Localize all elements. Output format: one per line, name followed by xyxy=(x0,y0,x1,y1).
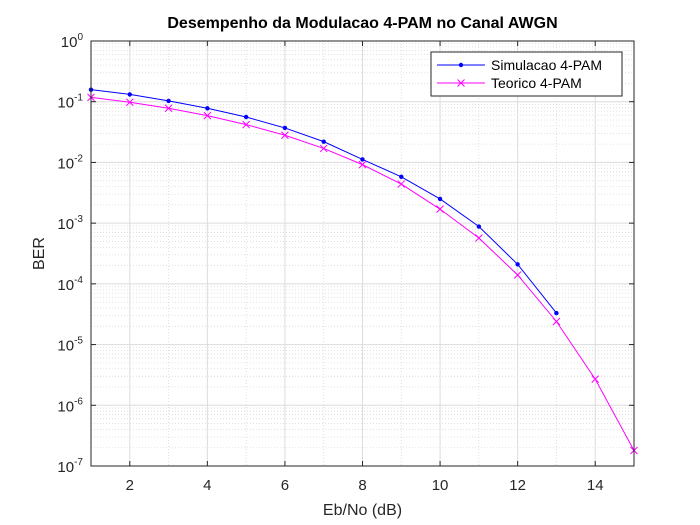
series-0 xyxy=(88,87,559,316)
y-tick-label: 10-1 xyxy=(57,93,83,112)
y-tick-label: 10-4 xyxy=(57,275,83,294)
series-lines xyxy=(87,87,638,455)
x-tick-label: 2 xyxy=(126,477,134,494)
x-tick-label: 14 xyxy=(587,477,604,494)
legend-item-0: Simulacao 4-PAM xyxy=(437,57,602,73)
data-point xyxy=(282,125,288,131)
data-point xyxy=(321,139,326,144)
data-point xyxy=(242,120,250,129)
tick-marks xyxy=(91,40,634,467)
data-point xyxy=(476,224,482,229)
data-point xyxy=(437,196,443,202)
data-point xyxy=(399,174,404,179)
y-axis-label: BER xyxy=(31,237,48,270)
data-point xyxy=(319,144,328,153)
data-point xyxy=(360,157,365,162)
x-tick-label: 10 xyxy=(432,477,449,494)
data-point xyxy=(164,104,173,113)
data-point xyxy=(205,106,210,111)
data-point xyxy=(127,92,132,97)
data-point xyxy=(475,234,483,242)
data-point xyxy=(203,111,212,120)
legend-box xyxy=(430,51,623,97)
grid xyxy=(90,40,635,467)
legend-label: Teorico 4-PAM xyxy=(491,75,582,91)
y-tick-label: 10-6 xyxy=(57,396,83,415)
legend-item-1: Teorico 4-PAM xyxy=(437,75,582,91)
y-tick-label: 10-2 xyxy=(57,153,83,172)
data-point xyxy=(515,262,520,267)
y-tick-label: 10-3 xyxy=(57,214,83,233)
data-point xyxy=(554,310,559,316)
x-tick-label: 6 xyxy=(281,477,289,494)
y-tick-labels: 100 10-1 10-2 10-3 10-4 10-5 10-6 10-7 xyxy=(57,32,83,476)
x-axis-label: Eb/No (dB) xyxy=(323,502,402,519)
data-point xyxy=(397,180,406,188)
data-point xyxy=(436,205,444,214)
chart-title: Desempenho da Modulacao 4-PAM no Canal A… xyxy=(167,15,557,32)
x-tick-labels: 2 4 6 8 10 12 14 xyxy=(126,477,604,494)
data-point xyxy=(281,131,289,140)
data-point xyxy=(125,98,134,107)
data-point xyxy=(552,317,561,326)
series-1 xyxy=(87,93,638,455)
legend: Simulacao 4-PAM Teorico 4-PAM xyxy=(430,51,623,97)
y-tick-label: 10-5 xyxy=(57,336,83,355)
y-tick-label: 100 xyxy=(61,32,84,51)
data-point xyxy=(591,375,600,383)
data-point xyxy=(166,98,171,104)
legend-marker xyxy=(457,79,465,87)
x-tick-label: 12 xyxy=(509,477,526,494)
y-tick-label: 10-7 xyxy=(57,457,83,476)
x-tick-label: 8 xyxy=(358,477,366,494)
data-point xyxy=(243,114,249,120)
legend-label: Simulacao 4-PAM xyxy=(491,57,602,73)
x-tick-label: 4 xyxy=(203,477,211,494)
data-point xyxy=(513,271,522,279)
legend-marker xyxy=(458,62,464,68)
data-point xyxy=(358,160,367,169)
